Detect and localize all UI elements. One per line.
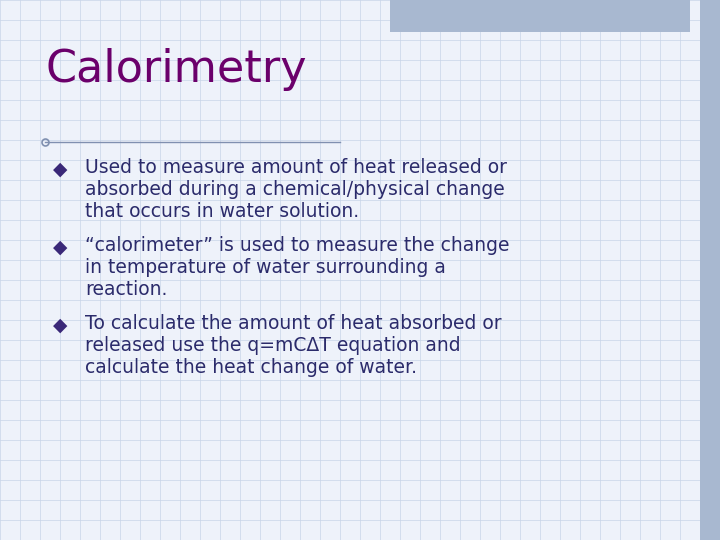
Text: released use the q=mCΔT equation and: released use the q=mCΔT equation and xyxy=(85,336,461,355)
Bar xyxy=(390,0,690,32)
Text: that occurs in water solution.: that occurs in water solution. xyxy=(85,202,359,221)
Text: reaction.: reaction. xyxy=(85,280,167,299)
Text: in temperature of water surrounding a: in temperature of water surrounding a xyxy=(85,258,446,277)
Text: calculate the heat change of water.: calculate the heat change of water. xyxy=(85,358,417,377)
Text: Calorimetry: Calorimetry xyxy=(45,48,307,91)
Text: To calculate the amount of heat absorbed or: To calculate the amount of heat absorbed… xyxy=(85,314,502,333)
Text: ◆: ◆ xyxy=(53,238,67,257)
Bar xyxy=(700,0,720,540)
Text: Used to measure amount of heat released or: Used to measure amount of heat released … xyxy=(85,158,507,177)
Text: “calorimeter” is used to measure the change: “calorimeter” is used to measure the cha… xyxy=(85,236,510,255)
Text: ◆: ◆ xyxy=(53,160,67,179)
Text: absorbed during a chemical/physical change: absorbed during a chemical/physical chan… xyxy=(85,180,505,199)
Text: ◆: ◆ xyxy=(53,316,67,335)
